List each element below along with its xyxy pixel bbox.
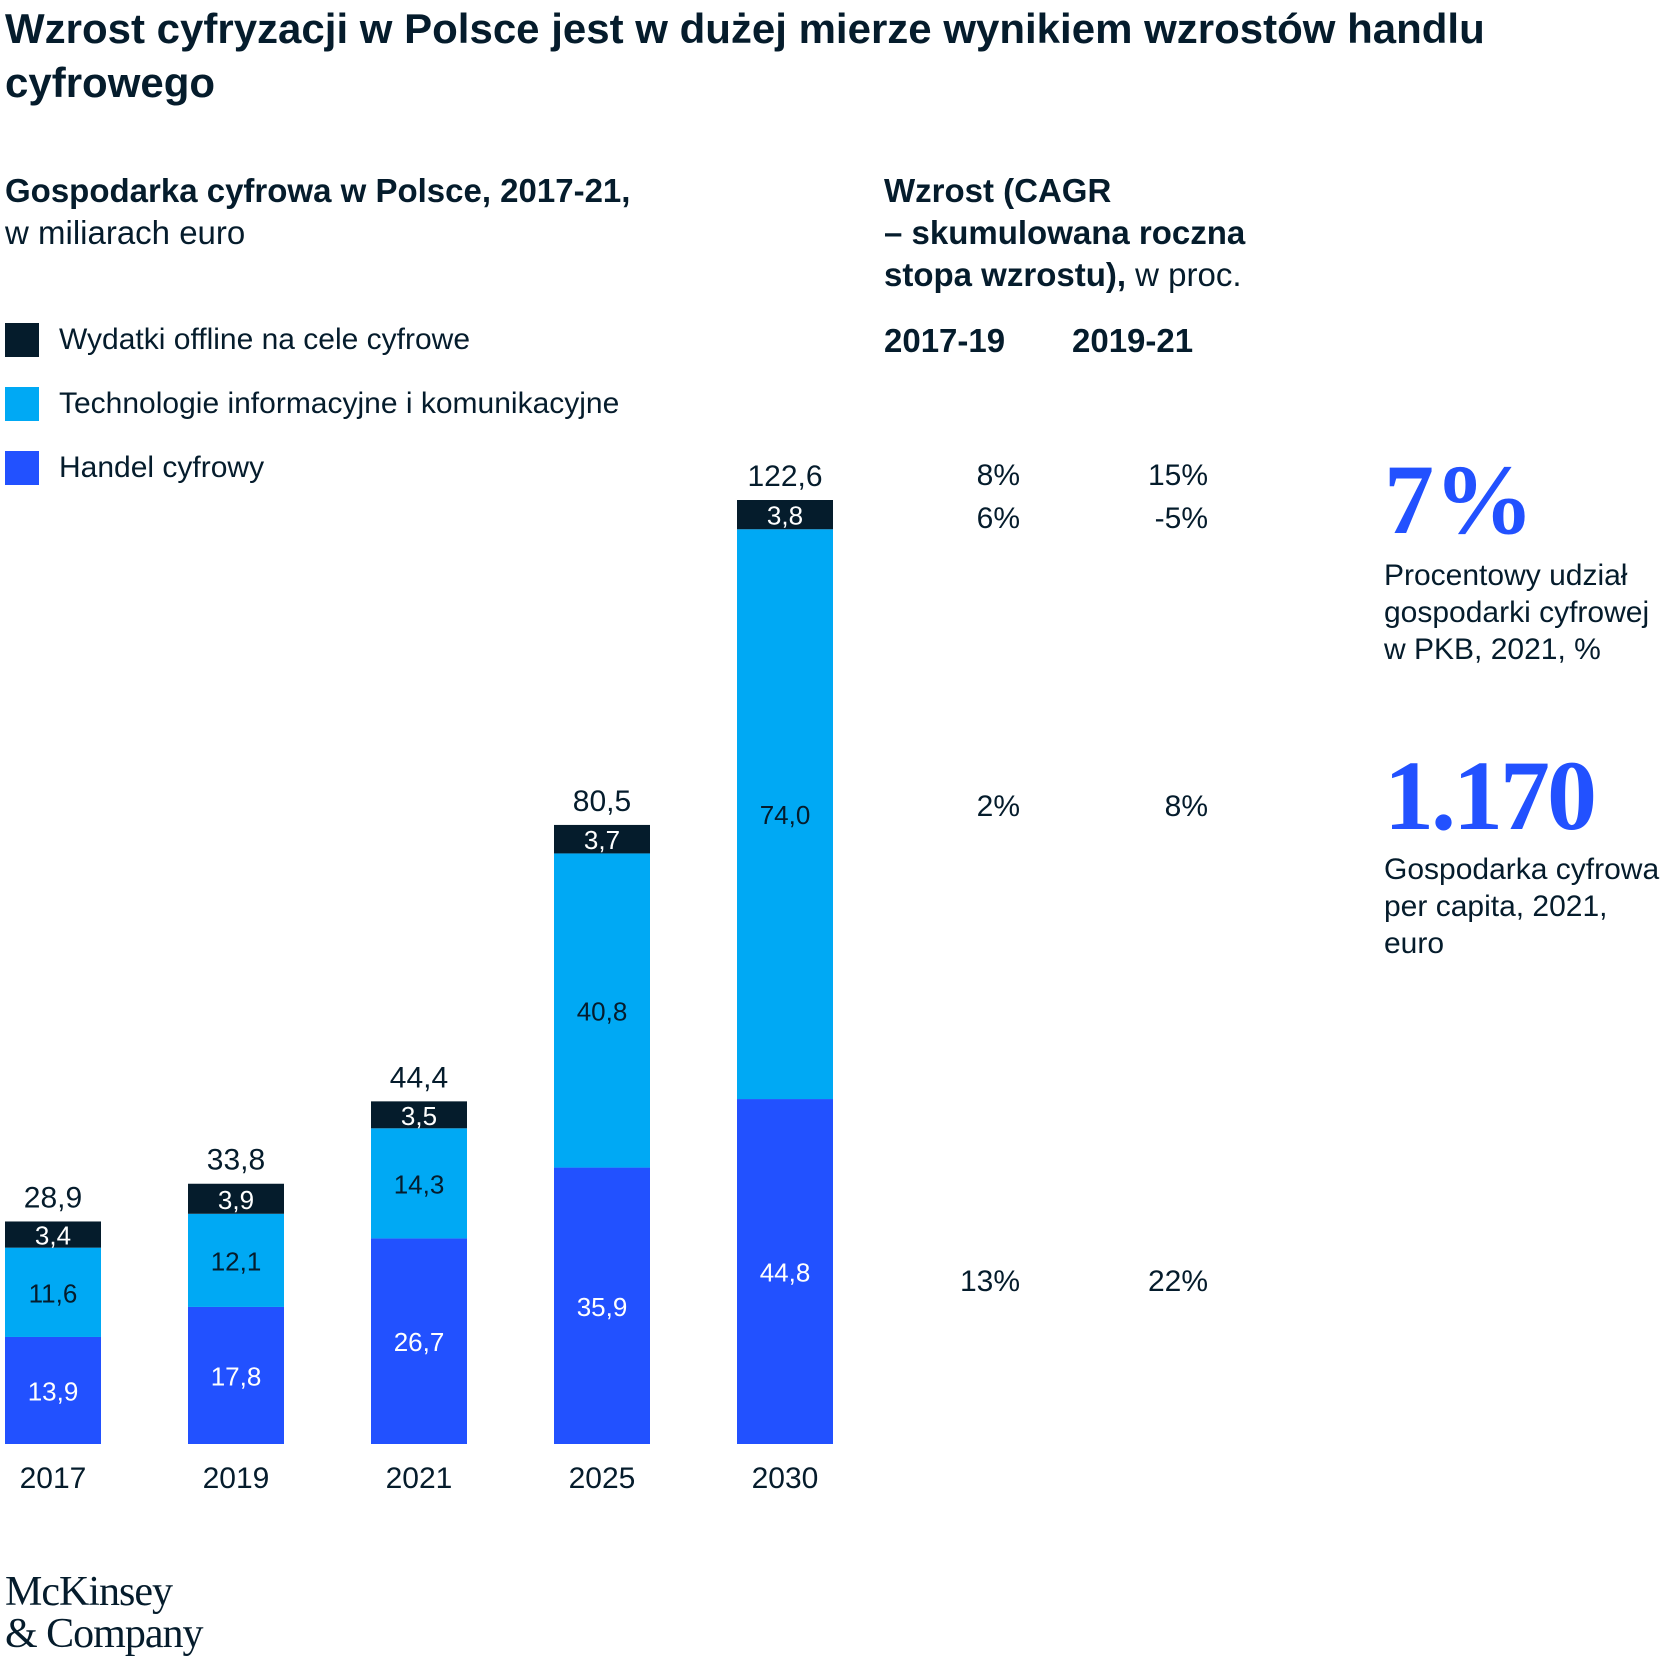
bar-label-2021-series-2: 3,5 xyxy=(401,1101,437,1131)
logo-line2: & Company xyxy=(5,1611,203,1657)
bar-label-2030-series-0: 44,8 xyxy=(760,1258,811,1288)
logo-line1: McKinsey xyxy=(5,1569,173,1615)
bar-total-2030: 122,6 xyxy=(747,460,822,493)
cagr-ict-2017-19: 2% xyxy=(976,790,1020,823)
cagr-commerce-2019-21: 22% xyxy=(1147,1265,1208,1298)
cagr-total-2017-19: 8% xyxy=(976,459,1020,492)
bar-2021-series-2 xyxy=(371,1101,467,1129)
legend-label-offline: Wydatki offline na cele cyfrowe xyxy=(59,323,471,356)
x-tick-2030: 2030 xyxy=(752,1462,819,1495)
bar-2017-series-1 xyxy=(5,1247,101,1337)
cagr-ict-2019-21: 8% xyxy=(1164,790,1208,823)
bar-2019-series-2 xyxy=(188,1183,284,1214)
growth-header-unit: w proc. xyxy=(1126,256,1242,293)
chart-subtitle: Gospodarka cyfrowa w Polsce, 2017-21, w … xyxy=(5,170,630,254)
period-2019-21: 2019-21 xyxy=(1072,322,1194,359)
bar-label-2025-series-1: 40,8 xyxy=(577,996,628,1026)
legend-swatch-commerce xyxy=(5,451,39,485)
bar-2019-series-0 xyxy=(188,1306,284,1444)
subtitle-main: Gospodarka cyfrowa w Polsce, 2017-21, xyxy=(5,172,631,209)
period-2017-19: 2017-19 xyxy=(884,322,1006,359)
bar-label-2017-series-0: 13,9 xyxy=(28,1376,79,1406)
stat-gdp-share-line3: w PKB, 2021, % xyxy=(1384,633,1601,666)
x-tick-2017: 2017 xyxy=(20,1462,87,1495)
bar-total-2017: 28,9 xyxy=(24,1181,82,1214)
growth-header-line2: – skumulowana roczna xyxy=(884,214,1246,251)
bar-2017-series-2 xyxy=(5,1221,101,1248)
stacked-bar-chart: 13,9 11,6 3,4 28,9 2017 17,8 12,1 3,9 33,8 2019 26… xyxy=(5,460,833,1495)
bar-total-2019: 33,8 xyxy=(207,1144,265,1177)
cagr-offline-2017-19: 6% xyxy=(976,502,1020,535)
bar-2017-series-0 xyxy=(5,1336,101,1444)
legend-item-ict: Technologie informacyjne i komunikacyjne xyxy=(5,387,619,421)
bar-2021-series-0 xyxy=(371,1238,467,1444)
x-tick-2025: 2025 xyxy=(569,1462,636,1495)
cagr-commerce-2017-19: 13% xyxy=(959,1265,1020,1298)
bar-2030-series-2 xyxy=(737,500,833,530)
bar-2030-series-1 xyxy=(737,529,833,1100)
bar-2025-series-0 xyxy=(554,1167,650,1444)
cagr-total-2019-21: 15% xyxy=(1147,459,1208,492)
bar-label-2021-series-0: 26,7 xyxy=(394,1327,445,1357)
stat-gdp-share-line1: Procentowy udział xyxy=(1384,559,1628,592)
stat-per-capita-line2: per capita, 2021, xyxy=(1384,890,1608,923)
legend-label-commerce: Handel cyfrowy xyxy=(59,451,265,484)
legend-label-ict: Technologie informacyjne i komunikacyjne xyxy=(59,387,620,420)
bar-label-2025-series-2: 3,7 xyxy=(584,825,620,855)
bar-label-2019-series-1: 12,1 xyxy=(211,1246,262,1276)
cagr-offline-2019-21: -5% xyxy=(1154,502,1208,535)
stat-per-capita-label: Gospodarka cyfrowa per capita, 2021, eur… xyxy=(1384,851,1676,962)
stat-per-capita-line1: Gospodarka cyfrowa xyxy=(1384,853,1660,886)
bar-label-2017-series-2: 3,4 xyxy=(35,1221,71,1251)
bar-2025-series-1 xyxy=(554,853,650,1168)
bar-2025-series-2 xyxy=(554,824,650,854)
bar-total-2021: 44,4 xyxy=(390,1061,448,1094)
bar-label-2025-series-0: 35,9 xyxy=(577,1292,628,1322)
bar-total-2025: 80,5 xyxy=(573,785,631,818)
bar-2019-series-1 xyxy=(188,1213,284,1307)
legend-swatch-offline xyxy=(5,323,39,357)
bar-label-2030-series-1: 74,0 xyxy=(760,800,811,830)
bar-2021-series-1 xyxy=(371,1128,467,1239)
growth-header-line3: stopa wzrostu), xyxy=(884,256,1127,293)
bar-label-2017-series-1: 11,6 xyxy=(29,1278,78,1308)
legend-item-offline: Wydatki offline na cele cyfrowe xyxy=(5,323,470,357)
x-tick-2021: 2021 xyxy=(386,1462,453,1495)
legend-swatch-ict xyxy=(5,387,39,421)
stat-per-capita-line3: euro xyxy=(1384,927,1445,960)
stat-gdp-share-label: Procentowy udział gospodarki cyfrowej w … xyxy=(1384,557,1676,668)
chart-title: Wzrost cyfryzacji w Polsce jest w dużej … xyxy=(5,5,1485,106)
stat-gdp-share-line2: gospodarki cyfrowej xyxy=(1384,596,1650,629)
bar-label-2030-series-2: 3,8 xyxy=(767,501,803,531)
mckinsey-logo: McKinsey & Company xyxy=(5,1570,203,1656)
subtitle-unit: w miliarach euro xyxy=(5,214,246,251)
stat-gdp-share-value: 7% xyxy=(1384,444,1534,555)
growth-header: Wzrost (CAGR – skumulowana roczna stopa … xyxy=(884,170,1304,296)
growth-header-line1: Wzrost (CAGR xyxy=(884,172,1112,209)
stat-per-capita-value: 1.170 xyxy=(1384,740,1597,851)
x-tick-2019: 2019 xyxy=(203,1462,270,1495)
bar-label-2019-series-2: 3,9 xyxy=(218,1185,254,1215)
bar-label-2019-series-0: 17,8 xyxy=(211,1361,262,1391)
legend-item-commerce: Handel cyfrowy xyxy=(5,451,264,485)
bar-2030-series-0 xyxy=(737,1099,833,1444)
bar-label-2021-series-1: 14,3 xyxy=(394,1169,445,1199)
